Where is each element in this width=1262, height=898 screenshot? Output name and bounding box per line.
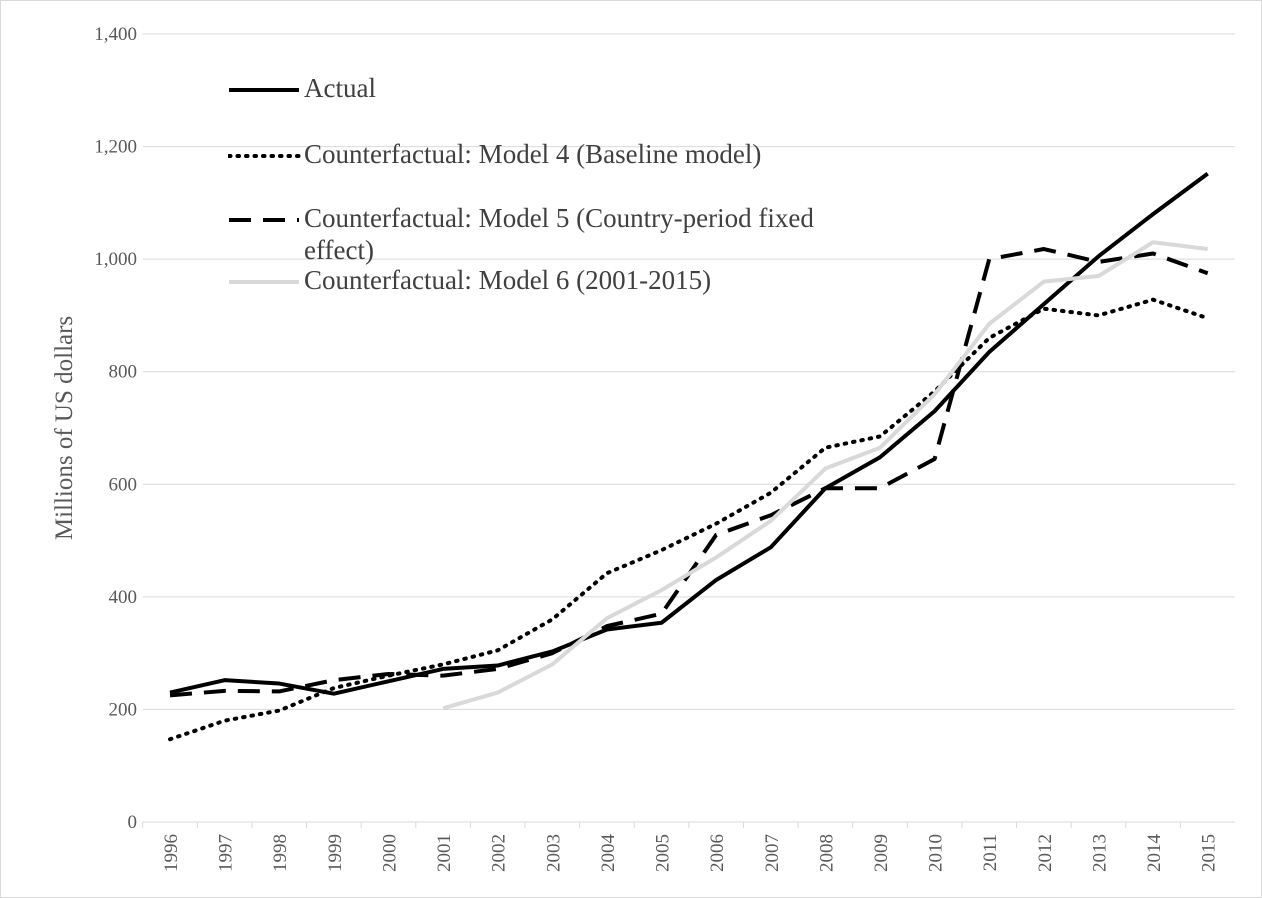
- series-line: [168, 297, 1210, 742]
- legend-label: Actual: [304, 73, 376, 103]
- y-tick-label: 1,400: [94, 24, 137, 45]
- x-tick-label: 2005: [653, 834, 674, 872]
- x-tick-label: 2000: [379, 834, 400, 872]
- series-line: [169, 171, 1209, 696]
- y-tick-label: 800: [109, 362, 138, 383]
- series-line: [442, 240, 1208, 711]
- x-tick-label: 1996: [161, 834, 182, 872]
- legend-item: Actual: [228, 72, 844, 104]
- x-tick-label: 2012: [1035, 834, 1056, 872]
- legend-swatch: [229, 280, 299, 284]
- y-tick-label: 1,000: [94, 249, 137, 270]
- legend-item: Counterfactual: Model 4 (Baseline model): [228, 138, 844, 170]
- x-tick-label: 2003: [543, 834, 564, 872]
- x-tick-label: 2009: [871, 834, 892, 872]
- y-tick-label: 400: [109, 587, 138, 608]
- x-tick-label: 2014: [1144, 834, 1165, 873]
- y-axis-label: Millions of US dollars: [51, 316, 78, 540]
- y-tick-label: 600: [109, 474, 138, 495]
- x-tick-label: 1999: [325, 834, 346, 872]
- x-tick-label: 2001: [434, 834, 455, 872]
- x-tick-label: 2015: [1199, 834, 1220, 872]
- legend-label: Counterfactual: Model 5 (Country-period …: [304, 203, 814, 265]
- legend-item: Counterfactual: Model 6 (2001-2015): [228, 264, 844, 296]
- x-tick-label: 2004: [598, 834, 619, 873]
- legend-swatch: [228, 154, 301, 158]
- x-tick-label: 2006: [707, 834, 728, 872]
- x-tick-label: 1997: [216, 834, 237, 872]
- y-tick-label: 1,200: [94, 137, 137, 158]
- legend-label: Counterfactual: Model 6 (2001-2015): [304, 265, 712, 295]
- legend-item: Counterfactual: Model 5 (Country-period …: [228, 202, 844, 266]
- x-tick-label: 2002: [489, 834, 510, 872]
- legend-swatch: [229, 88, 299, 92]
- legend-swatch: [229, 218, 299, 222]
- legend-label: Counterfactual: Model 4 (Baseline model): [304, 139, 762, 169]
- x-tick-label: 2007: [762, 834, 783, 872]
- x-tick-label: 2010: [926, 834, 947, 872]
- y-tick-label: 0: [128, 812, 138, 833]
- x-tick-label: 2013: [1089, 834, 1110, 872]
- x-tick-label: 1998: [270, 834, 291, 872]
- x-tick-label: 2008: [816, 834, 837, 872]
- y-tick-label: 200: [109, 699, 138, 720]
- x-tick-label: 2011: [980, 834, 1001, 871]
